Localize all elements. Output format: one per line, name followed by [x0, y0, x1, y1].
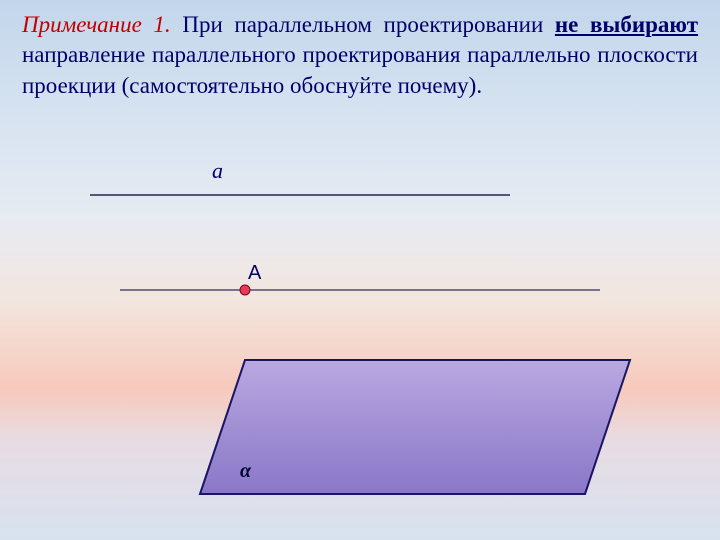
- geometry-diagram: [0, 0, 720, 540]
- point-A-label: А: [248, 262, 261, 285]
- point-A-marker: [240, 285, 250, 295]
- plane-alpha-label: α: [240, 460, 251, 483]
- line-a-label: a: [212, 158, 223, 184]
- plane-alpha: [200, 360, 630, 494]
